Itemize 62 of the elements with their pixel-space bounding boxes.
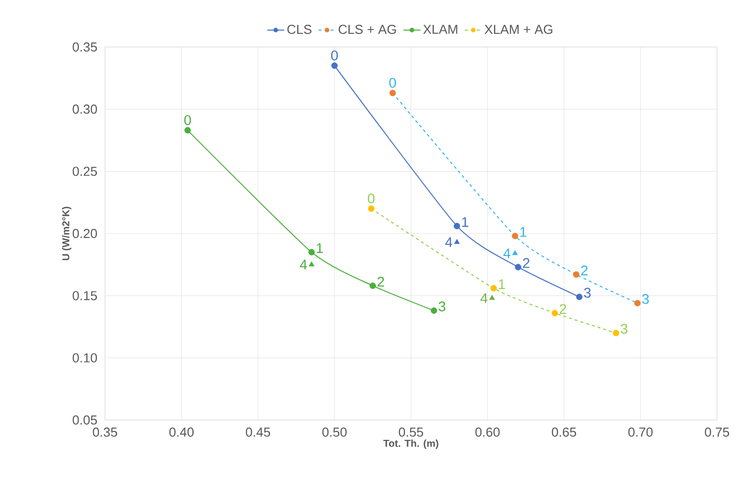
annotation: 1 [316, 243, 323, 253]
annotation: 1 [498, 279, 505, 290]
x-tick-label: 0.60 [475, 428, 500, 437]
annotation: 4 [480, 293, 488, 303]
x-tick-label: 0.70 [628, 428, 653, 437]
annotation: 4 [300, 260, 307, 270]
point [634, 300, 641, 306]
x-tick-label: 0.45 [246, 428, 270, 437]
annotation: 0 [368, 194, 375, 204]
annotation: 4 [503, 248, 510, 258]
y-tick-label: 0.15 [72, 291, 97, 300]
annotation: 2 [560, 304, 566, 314]
point [389, 90, 396, 96]
annotation: 1 [520, 227, 526, 237]
annotation: 3 [438, 301, 446, 312]
point [184, 127, 191, 134]
point [308, 248, 315, 256]
point [552, 310, 558, 316]
legend-label: XLAM + AG [484, 24, 552, 34]
point [573, 271, 580, 278]
annotation: 2 [378, 276, 384, 287]
legend-label: XLAM [423, 24, 458, 34]
point [370, 282, 376, 289]
y-tick-label: 0.10 [72, 353, 97, 362]
legend-label: CLS + AG [338, 24, 396, 34]
legend-label: CLS [287, 24, 312, 34]
x-tick-label: 0.35 [92, 428, 118, 437]
point [514, 264, 522, 270]
y-tick-label: 0.35 [72, 42, 97, 52]
point [331, 62, 338, 69]
point [368, 205, 374, 212]
annotation: 3 [584, 288, 591, 298]
annotation: 3 [620, 324, 628, 334]
point [490, 285, 497, 292]
point [512, 250, 518, 256]
y-tick-label: 0.20 [72, 228, 97, 238]
x-tick-label: 0.40 [169, 428, 194, 437]
x-tick-label: 0.65 [552, 428, 576, 437]
annotation: 0 [389, 78, 396, 88]
x-tick-label: 0.75 [704, 428, 730, 437]
point [489, 294, 495, 300]
x-axis-title: Tot. Th. (m) [383, 440, 438, 449]
annotation: 0 [331, 50, 338, 60]
y-tick-label: 0.30 [72, 104, 97, 114]
point [576, 294, 583, 300]
annotation: 1 [462, 217, 468, 227]
x-tick-label: 0.55 [398, 428, 424, 437]
y-tick-label: 0.05 [72, 415, 97, 425]
point [430, 307, 438, 314]
point [612, 330, 620, 336]
point [454, 239, 460, 244]
annotation: 0 [184, 115, 191, 126]
x-tick-label: 0.50 [322, 428, 347, 437]
point [454, 222, 460, 230]
point [512, 232, 518, 240]
annotation: 2 [523, 258, 530, 268]
point [308, 261, 314, 266]
annotation: 3 [642, 294, 649, 304]
y-axis-title: U (W/m2°K) [62, 206, 72, 260]
y-tick-label: 0.25 [72, 166, 97, 176]
annotation: 4 [445, 237, 452, 248]
annotation: 2 [581, 266, 588, 276]
